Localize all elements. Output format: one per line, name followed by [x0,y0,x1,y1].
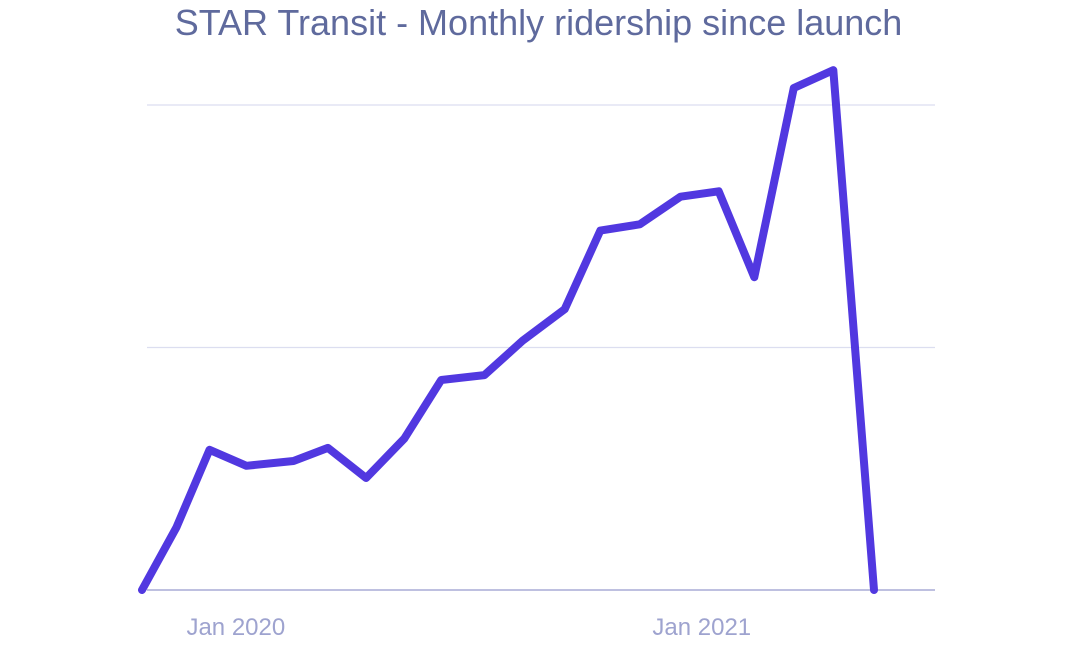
x-tick-label: Jan 2021 [652,614,751,641]
x-tick-label: Jan 2020 [186,614,285,641]
ridership-line [138,66,878,594]
chart-title: STAR Transit - Monthly ridership since l… [174,2,903,43]
